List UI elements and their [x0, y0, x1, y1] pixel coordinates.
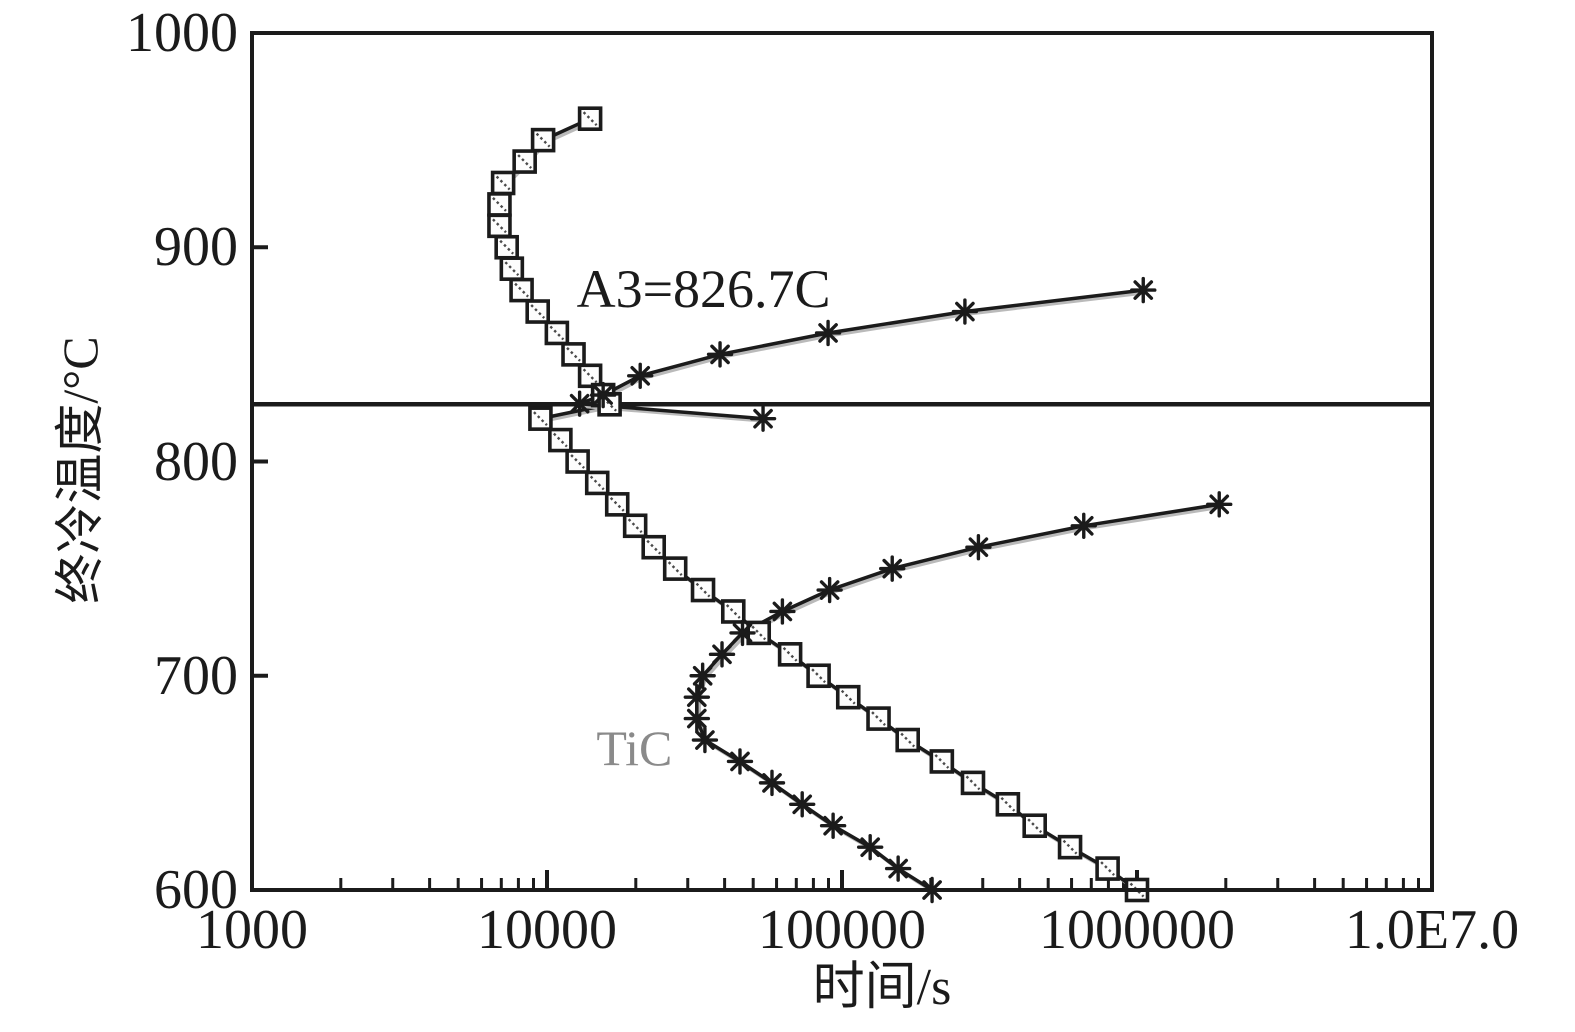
series-transformation-curve-squares	[497, 117, 1141, 894]
y-tick-label-600: 600	[154, 859, 238, 921]
x-tick-label-1000000: 1000000	[1039, 899, 1235, 961]
tic-curve-annotation: TiC	[596, 719, 673, 776]
y-tick-label-900: 900	[154, 216, 238, 279]
axis-ticks	[252, 245, 1421, 890]
x-tick-label-1e7: 1.0E7.0	[1344, 899, 1520, 961]
series-tic-curve-asterisks	[695, 502, 1222, 894]
markers-tic-curve-asterisks	[683, 491, 1233, 904]
markers-transformation-curve-squares	[487, 106, 1150, 903]
x-axis-title: 时间/s	[812, 959, 952, 1016]
a3-temperature-annotation: A3=826.7C	[576, 259, 831, 320]
x-tick-label-10000: 10000	[477, 899, 617, 961]
y-tick-label-800: 800	[154, 430, 238, 493]
y-axis-title: 终冷温度/°C	[52, 335, 108, 604]
y-tick-label-1000: 1000	[126, 2, 238, 64]
y-tick-label-700: 700	[154, 644, 238, 707]
x-tick-label-100000: 100000	[758, 899, 926, 961]
plot-frame	[250, 31, 1434, 892]
markers-austenite-curve-asterisks	[566, 276, 1157, 432]
x-tick-label-1000: 1000	[196, 899, 308, 961]
